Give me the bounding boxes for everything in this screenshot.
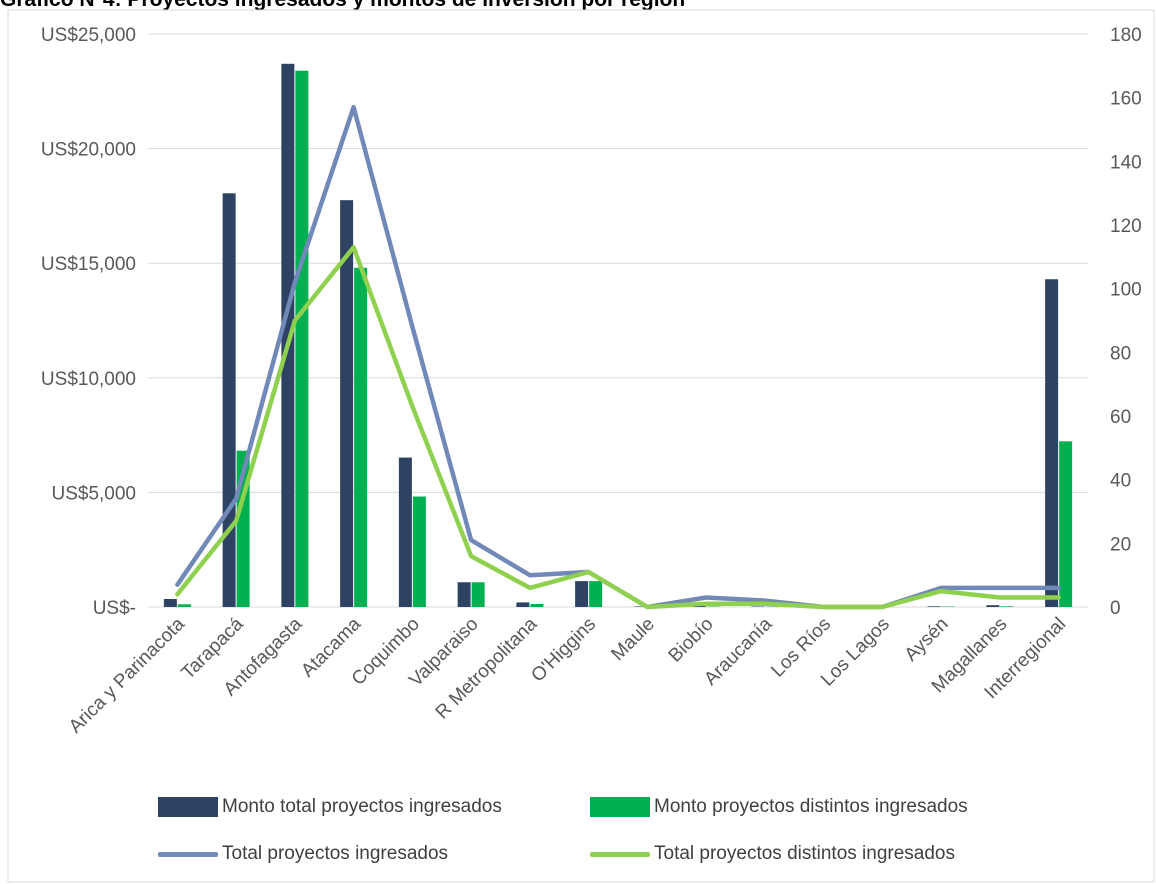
bar-monto-total — [457, 582, 471, 607]
legend-item-total-distintos: Total proyectos distintos ingresados — [590, 843, 955, 865]
category-axis: Arica y ParinacotaTarapacáAntofagastaAta… — [65, 613, 1070, 737]
bar-monto-total — [927, 606, 941, 607]
legend-label-total-proyectos: Total proyectos ingresados — [222, 843, 449, 864]
legend-item-total-proyectos: Total proyectos ingresados — [158, 843, 448, 865]
left-axis-tick-label: US$15,000 — [41, 254, 136, 275]
left-axis-tick-label: US$25,000 — [41, 25, 136, 46]
bar-monto-total — [575, 581, 589, 607]
bar-monto-distintos — [295, 70, 309, 607]
legend-label-monto-distintos: Monto proyectos distintos ingresados — [654, 796, 968, 817]
left-axis: US$- US$5,000 US$10,000 US$15,000 US$20,000 U… — [41, 25, 136, 619]
right-axis-tick-label: 160 — [1110, 89, 1142, 110]
legend-swatch-monto-total — [158, 797, 218, 817]
right-axis-tick-label: 120 — [1110, 216, 1142, 237]
bar-monto-total — [516, 602, 530, 607]
right-axis-tick-label: 60 — [1110, 407, 1131, 428]
bar-monto-total — [1045, 279, 1059, 607]
bar-monto-total — [163, 598, 177, 607]
category-tick-label: R Metropolitana — [432, 613, 542, 723]
right-axis-tick-label: 20 — [1110, 534, 1131, 555]
right-axis-tick-label: 40 — [1110, 471, 1131, 492]
bar-monto-distintos — [1000, 606, 1014, 607]
bar-monto-distintos — [412, 496, 426, 607]
right-axis-tick-label: 100 — [1110, 280, 1142, 301]
left-axis-tick-label: US$20,000 — [41, 140, 136, 161]
bar-monto-total — [222, 193, 236, 607]
bar-layer — [163, 63, 1073, 608]
left-axis-tick-label: US$- — [93, 598, 136, 619]
bar-monto-distintos — [530, 604, 544, 607]
bar-monto-total — [340, 200, 354, 608]
legend-swatch-total-distintos — [590, 851, 650, 857]
bar-monto-total — [986, 605, 1000, 607]
legend-item-monto-distintos: Monto proyectos distintos ingresados — [590, 796, 968, 818]
legend-swatch-monto-distintos — [590, 797, 650, 817]
legend-label-monto-total: Monto total proyectos ingresados — [222, 796, 502, 817]
category-tick-label: Aysén — [901, 614, 953, 666]
line-total-distintos — [175, 245, 1061, 610]
bar-monto-total — [398, 457, 412, 607]
legend-swatch-total-proyectos — [158, 851, 218, 857]
line-total-proyectos — [175, 104, 1061, 610]
category-tick-label: Arica y Parinacota — [65, 613, 189, 737]
bar-monto-total — [281, 63, 295, 607]
right-axis-tick-label: 0 — [1110, 598, 1121, 619]
right-axis-tick-label: 180 — [1110, 25, 1142, 46]
right-axis: 0 20 40 60 80 100 120 140 160 180 — [1110, 25, 1142, 619]
legend-label-total-distintos: Total proyectos distintos ingresados — [654, 843, 955, 864]
category-tick-label: O'Higgins — [527, 614, 600, 687]
line-layer — [175, 104, 1061, 610]
category-tick-label: Biobío — [665, 614, 718, 667]
bar-monto-distintos — [471, 582, 485, 607]
chart-title: Gráfico N°4: Proyectos ingresados y mont… — [0, 0, 1156, 11]
bar-monto-distintos — [177, 604, 191, 607]
bar-monto-distintos — [1059, 441, 1073, 607]
bar-monto-distintos — [354, 267, 368, 607]
left-axis-tick-label: US$5,000 — [51, 483, 136, 504]
right-axis-tick-label: 80 — [1110, 343, 1131, 364]
category-tick-label: Maule — [607, 614, 658, 665]
left-axis-tick-label: US$10,000 — [41, 369, 136, 390]
right-axis-tick-label: 140 — [1110, 152, 1142, 173]
legend-item-monto-total: Monto total proyectos ingresados — [158, 796, 502, 818]
bar-monto-distintos — [589, 581, 603, 607]
chart-border — [7, 9, 1155, 883]
